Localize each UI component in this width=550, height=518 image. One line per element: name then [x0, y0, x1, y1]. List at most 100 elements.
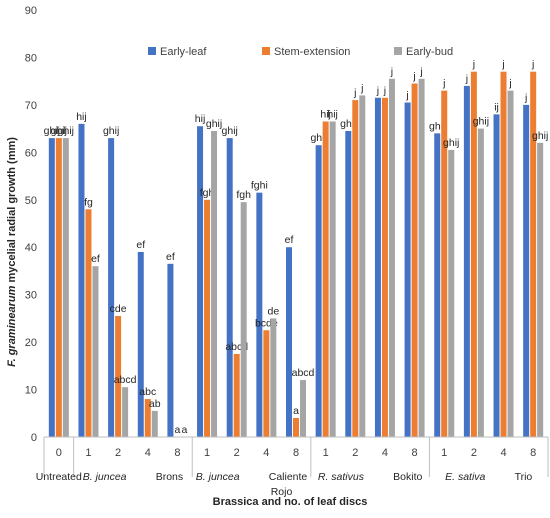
bar-early-bud — [300, 380, 306, 437]
significance-label: ghij — [103, 125, 119, 137]
bar-early-bud — [92, 266, 99, 437]
group-label: B. juncea Brons — [83, 471, 183, 483]
x-axis-title: Brassica and no. of leaf discs — [213, 496, 368, 508]
bar-stem-extension — [293, 418, 299, 437]
x-tick-label: 8 — [174, 447, 180, 459]
x-tick-label: 8 — [293, 447, 299, 459]
bar-stem-extension — [144, 399, 151, 437]
y-tick-label: 30 — [25, 290, 37, 302]
x-tick-label: 1 — [85, 447, 91, 459]
bar-early-leaf — [226, 138, 233, 437]
significance-label: ghij — [222, 125, 238, 137]
x-tick-label: 4 — [500, 447, 506, 459]
significance-label: j — [472, 59, 475, 71]
significance-label: fgh — [236, 189, 251, 201]
bar-early-leaf — [286, 247, 292, 437]
legend-swatch — [394, 47, 402, 55]
bar-stem-extension — [381, 97, 388, 438]
group-label-line2: Rojo — [271, 486, 293, 498]
bar-early-bud — [151, 410, 158, 437]
bar-stem-extension — [204, 199, 211, 437]
significance-label: j — [360, 82, 363, 94]
x-tick-label: 2 — [115, 447, 121, 459]
bar-early-leaf — [434, 133, 441, 437]
y-axis: 0 10 20 30 40 50 60 70 80 90 — [25, 5, 37, 444]
bar-stem-extension — [500, 71, 507, 437]
x-tick-label: 4 — [145, 447, 151, 459]
bar-stem-extension — [530, 71, 537, 437]
bar-early-bud — [359, 95, 366, 438]
bar-early-leaf — [197, 126, 204, 437]
x-tick-label: 1 — [204, 447, 210, 459]
x-tick-label: 2 — [352, 447, 358, 459]
significance-label: j — [465, 73, 468, 85]
significance-label: ghij — [51, 125, 67, 137]
bar-early-leaf — [523, 104, 530, 437]
bar-early-bud — [122, 387, 129, 437]
group-label: Untreated — [36, 471, 82, 483]
significance-label: j — [405, 90, 408, 102]
bar-early-leaf — [315, 145, 322, 437]
y-axis-title-rest: mycelial radial growth (mm) — [6, 137, 18, 286]
bar-early-bud — [270, 318, 277, 437]
bar-stem-extension — [352, 100, 359, 438]
y-axis-title: F. graminearum mycelial radial growth (m… — [6, 137, 18, 367]
legend-swatch — [148, 47, 156, 55]
significance-label: j — [390, 66, 393, 78]
bar-early-bud — [477, 128, 484, 437]
x-tick-label: 8 — [530, 447, 536, 459]
significance-label: hij — [320, 108, 331, 120]
significance-label: fgh — [200, 187, 215, 199]
significance-label: j — [376, 85, 379, 97]
plot-area: ghijghijghijhijfgefghijcdeabcdefabcabefa… — [44, 59, 548, 438]
y-tick-label: 40 — [25, 242, 37, 254]
significance-label: ghij — [532, 130, 548, 142]
bar-early-bud — [537, 142, 544, 437]
y-tick-label: 60 — [25, 147, 37, 159]
bar-early-bud — [62, 138, 69, 437]
significance-label: hij — [76, 111, 87, 123]
significance-label: ghij — [44, 125, 60, 137]
significance-label: j — [442, 78, 445, 90]
bar-early-bud — [329, 121, 336, 437]
significance-label: j — [419, 66, 422, 78]
x-tick-label: 1 — [441, 447, 447, 459]
significance-label: j — [383, 85, 386, 97]
group-label: B. juncea Caliente — [196, 471, 308, 483]
significance-label: j — [531, 59, 534, 71]
legend-swatch — [262, 47, 270, 55]
bar-early-leaf — [137, 251, 144, 437]
significance-label: cde — [110, 303, 127, 315]
significance-label: ghij — [206, 118, 222, 130]
significance-label: ef — [166, 251, 175, 263]
bar-stem-extension — [322, 121, 329, 437]
significance-label: ab — [149, 398, 161, 410]
bar-early-leaf — [256, 192, 263, 437]
significance-label: de — [268, 305, 280, 317]
y-axis-title-species: F. graminearum — [6, 285, 18, 367]
significance-label: ef — [91, 253, 100, 265]
significance-label: fg — [84, 196, 93, 208]
significance-label: j — [508, 78, 511, 90]
bar-stem-extension — [85, 209, 92, 437]
significance-label: ef — [136, 239, 145, 251]
significance-label: fghi — [251, 180, 268, 192]
significance-label: j — [353, 87, 356, 99]
significance-label: j — [501, 59, 504, 71]
bar-early-leaf — [404, 102, 411, 438]
legend: Early-leaf Stem-extension Early-bud — [148, 46, 453, 58]
bar-stem-extension — [441, 90, 448, 438]
bar-early-leaf — [78, 123, 85, 437]
bar-early-bud — [418, 78, 425, 438]
y-tick-label: 0 — [31, 432, 37, 444]
significance-label: abcd — [114, 374, 137, 386]
bar-early-bud — [211, 130, 218, 437]
bar-early-bud — [507, 90, 514, 438]
significance-label: a — [293, 405, 299, 417]
bar-stem-extension — [263, 330, 270, 437]
x-tick-label: 2 — [234, 447, 240, 459]
x-tick-label: 0 — [56, 447, 62, 459]
group-label: E. sativa Trio — [445, 471, 532, 483]
